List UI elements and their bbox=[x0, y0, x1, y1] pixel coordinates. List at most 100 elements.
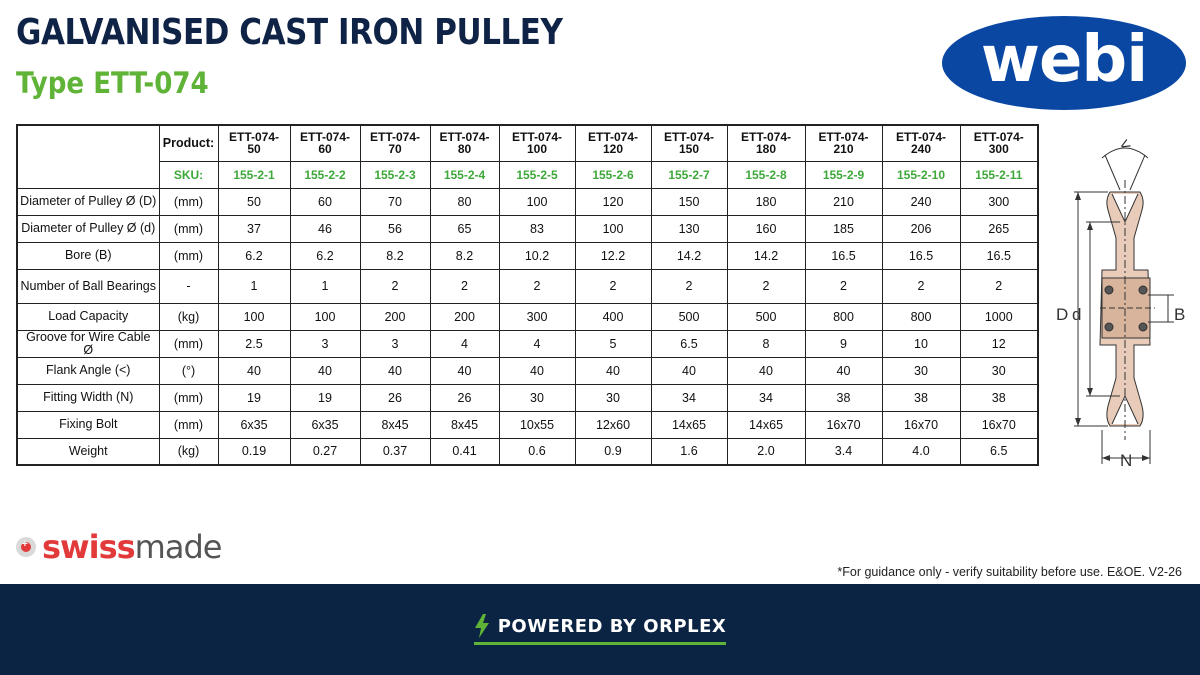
table-cell: 0.27 bbox=[289, 437, 361, 466]
table-row: Diameter of Pulley Ø (D) (mm) 50 60 70 80 100 1… bbox=[16, 187, 1039, 216]
table-cell: 100 bbox=[498, 187, 576, 216]
row-label: Bore (B) bbox=[16, 241, 160, 270]
table-cell: 3 bbox=[289, 329, 361, 358]
row-unit: - bbox=[158, 268, 219, 304]
sku-cell: 155-2-7 bbox=[650, 160, 728, 189]
page-title: GALVANISED CAST IRON PULLEY bbox=[16, 12, 563, 53]
table-cell: 26 bbox=[429, 383, 500, 412]
product-code: ETT-074- bbox=[511, 130, 562, 145]
table-cell: 5 bbox=[574, 329, 652, 358]
product-code: ETT-074- bbox=[973, 130, 1024, 145]
table-cell: 6.2 bbox=[217, 241, 291, 270]
product-code: ETT-074- bbox=[369, 130, 420, 145]
table-cell: 265 bbox=[959, 214, 1039, 243]
table-row: Fitting Width (N) (mm) 19 19 26 26 30 30 34 34 38 3… bbox=[16, 383, 1039, 412]
row-unit: (°) bbox=[158, 356, 219, 385]
table-cell: 16.5 bbox=[881, 241, 961, 270]
sku-label: SKU: bbox=[158, 160, 219, 189]
product-size: 50 bbox=[247, 142, 261, 157]
table-cell: 14x65 bbox=[726, 410, 806, 439]
table-cell: 0.6 bbox=[498, 437, 576, 466]
table-cell: 16x70 bbox=[804, 410, 883, 439]
sku-cell: 155-2-10 bbox=[881, 160, 961, 189]
product-code: ETT-074- bbox=[740, 130, 791, 145]
table-cell: 40 bbox=[289, 356, 361, 385]
swiss-text: swiss bbox=[42, 528, 136, 566]
table-cell: 4 bbox=[429, 329, 500, 358]
made-text: made bbox=[134, 528, 223, 566]
table-cell: 16.5 bbox=[959, 241, 1039, 270]
table-cell: 14.2 bbox=[650, 241, 728, 270]
table-cell: 1 bbox=[217, 268, 291, 304]
table-cell: 30 bbox=[959, 356, 1039, 385]
table-cell: 30 bbox=[574, 383, 652, 412]
table-cell: 12 bbox=[959, 329, 1039, 358]
sku-cell: 155-2-9 bbox=[804, 160, 883, 189]
table-cell: 6.2 bbox=[289, 241, 361, 270]
table-cell: 2 bbox=[959, 268, 1039, 304]
table-cell: 3.4 bbox=[804, 437, 883, 466]
table-cell: 8.2 bbox=[429, 241, 500, 270]
table-cell: 70 bbox=[359, 187, 431, 216]
table-cell: 160 bbox=[726, 214, 806, 243]
width-label: N bbox=[1120, 451, 1132, 470]
row-label: Diameter of Pulley Ø (d) bbox=[16, 214, 160, 243]
table-cell: 14x65 bbox=[650, 410, 728, 439]
table-cell: 8.2 bbox=[359, 241, 431, 270]
table-cell: 2 bbox=[574, 268, 652, 304]
row-label: Diameter of Pulley Ø (D) bbox=[16, 187, 160, 216]
product-size: 120 bbox=[602, 142, 624, 157]
table-row: Groove for Wire Cable Ø (mm) 2.5 3 3 4 4 5 6.5 8 9… bbox=[16, 329, 1039, 358]
sku-cell: 155-2-11 bbox=[959, 160, 1039, 189]
table-cell: 40 bbox=[650, 356, 728, 385]
table-cell: 10.2 bbox=[498, 241, 576, 270]
table-cell: 38 bbox=[804, 383, 883, 412]
product-header: ETT-074- 180 bbox=[726, 124, 806, 162]
table-cell: 40 bbox=[726, 356, 806, 385]
row-label: Groove for Wire Cable Ø bbox=[16, 329, 160, 358]
table-cell: 1000 bbox=[959, 302, 1039, 331]
table-cell: 0.9 bbox=[574, 437, 652, 466]
table-cell: 2 bbox=[359, 268, 431, 304]
table-cell: 9 bbox=[804, 329, 883, 358]
table-cell: 38 bbox=[959, 383, 1039, 412]
row-unit: (kg) bbox=[158, 302, 219, 331]
table-cell: 206 bbox=[881, 214, 961, 243]
table-cell: 800 bbox=[804, 302, 883, 331]
table-cell: 100 bbox=[289, 302, 361, 331]
sku-cell: 155-2-5 bbox=[498, 160, 576, 189]
table-cell: 0.41 bbox=[429, 437, 500, 466]
table-cell: 16.5 bbox=[804, 241, 883, 270]
d-outer-label: D bbox=[1056, 305, 1068, 324]
table-cell: 30 bbox=[881, 356, 961, 385]
table-corner bbox=[17, 161, 159, 188]
disclaimer: *For guidance only - verify suitability … bbox=[837, 565, 1182, 579]
table-cell: 2.0 bbox=[726, 437, 806, 466]
product-code: ETT-074- bbox=[587, 130, 638, 145]
webi-logo: webi bbox=[942, 16, 1186, 110]
table-cell: 2 bbox=[881, 268, 961, 304]
page-subtitle: Type ETT-074 bbox=[16, 66, 209, 100]
product-header: ETT-074- 50 bbox=[217, 124, 291, 162]
table-cell: 0.37 bbox=[359, 437, 431, 466]
table-row: Flank Angle (<) (°) 40 40 40 40 40 40 40 40 40 30 30 bbox=[16, 356, 1039, 385]
product-size: 210 bbox=[833, 142, 854, 157]
product-header: ETT-074- 240 bbox=[881, 124, 961, 162]
swiss-cross-icon bbox=[16, 537, 36, 557]
table-row: Diameter of Pulley Ø (d) (mm) 37 46 56 65 83 10… bbox=[16, 214, 1039, 243]
table-row: Weight (kg) 0.19 0.27 0.37 0.41 0.6 0.9 1.6 2.0 3.… bbox=[16, 437, 1039, 466]
table-cell: 500 bbox=[650, 302, 728, 331]
table-cell: 80 bbox=[429, 187, 500, 216]
row-label: Number of Ball Bearings bbox=[16, 268, 160, 304]
row-unit: (mm) bbox=[158, 410, 219, 439]
sku-cell: 155-2-2 bbox=[289, 160, 361, 189]
table-cell: 19 bbox=[289, 383, 361, 412]
lightning-bolt-icon bbox=[474, 614, 489, 638]
table-cell: 40 bbox=[804, 356, 883, 385]
table-cell: 8x45 bbox=[429, 410, 500, 439]
row-unit: (mm) bbox=[158, 214, 219, 243]
row-unit: (mm) bbox=[158, 241, 219, 270]
product-size: 150 bbox=[678, 142, 700, 157]
table-cell: 6x35 bbox=[217, 410, 291, 439]
